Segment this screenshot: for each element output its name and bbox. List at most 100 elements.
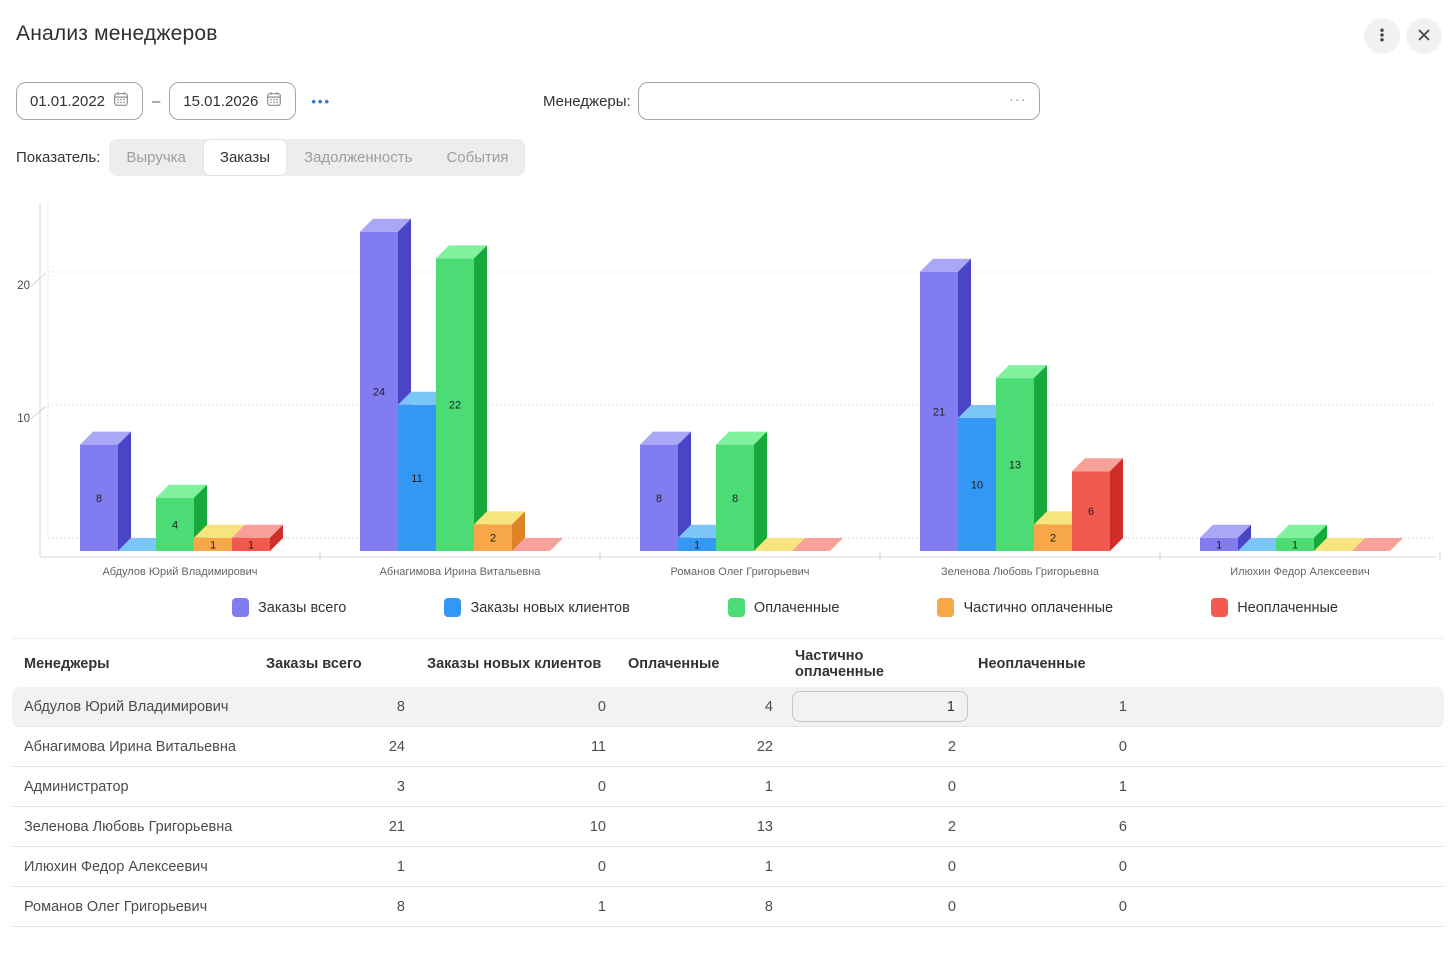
value-cell: 6 xyxy=(1118,818,1127,835)
indicator-tab-3[interactable]: События xyxy=(446,149,509,166)
svg-text:Романов Олег Григорьевич: Романов Олег Григорьевич xyxy=(671,566,810,578)
svg-text:Зеленова Любовь Григорьевна: Зеленова Любовь Григорьевна xyxy=(941,566,1100,578)
svg-text:2: 2 xyxy=(1050,533,1056,545)
value-cell: 21 xyxy=(388,818,405,835)
svg-text:2: 2 xyxy=(490,533,496,545)
calendar-icon[interactable] xyxy=(113,91,129,111)
svg-text:21: 21 xyxy=(933,406,945,418)
managers-label: Менеджеры: xyxy=(543,92,631,110)
manager-name-cell: Зеленова Любовь Григорьевна xyxy=(24,818,233,835)
legend-swatch-icon xyxy=(444,598,462,617)
table-row[interactable]: Абдулов Юрий Владимирович 8 0 4 1 xyxy=(12,687,1444,727)
legend-label: Оплаченные xyxy=(753,599,840,616)
svg-text:4: 4 xyxy=(172,519,178,531)
legend-label: Неоплаченные xyxy=(1237,599,1338,616)
svg-text:8: 8 xyxy=(656,493,662,505)
managers-table: Менеджеры Заказы всего Заказы новых клиент… xyxy=(12,638,1444,927)
calendar-icon[interactable] xyxy=(266,91,282,111)
cell-editor-input[interactable] xyxy=(792,691,968,722)
legend-item-0[interactable]: Заказы всего xyxy=(232,598,346,617)
svg-text:11: 11 xyxy=(411,473,422,485)
value-cell: 4 xyxy=(764,698,773,715)
legend-item-3[interactable]: Частично оплаченные xyxy=(937,598,1113,617)
date-from-input[interactable]: 01.01.2022 xyxy=(16,82,143,120)
indicator-tab-0[interactable]: Выручка xyxy=(126,149,186,166)
table-row[interactable]: Администратор 3 0 1 0 1 xyxy=(12,767,1444,807)
svg-text:8: 8 xyxy=(732,493,738,505)
value-cell: 0 xyxy=(1118,738,1127,755)
value-cell: 0 xyxy=(947,898,956,915)
indicator-tab-group: Выручка Заказы Задолженность События xyxy=(109,139,526,176)
legend-swatch-icon xyxy=(727,598,745,617)
svg-text:1: 1 xyxy=(694,539,700,551)
svg-text:6: 6 xyxy=(1088,506,1094,518)
svg-text:1: 1 xyxy=(1292,539,1298,551)
value-cell: 2 xyxy=(947,818,956,835)
svg-text:1: 1 xyxy=(248,539,254,551)
value-cell: 0 xyxy=(1118,858,1127,875)
legend-label: Заказы всего xyxy=(258,599,347,616)
date-range-separator: – xyxy=(152,92,161,110)
close-icon xyxy=(1416,27,1432,46)
value-cell: 8 xyxy=(396,898,405,915)
value-cell: 1 xyxy=(764,778,773,795)
legend-label: Частично оплаченные xyxy=(963,599,1114,616)
svg-text:1: 1 xyxy=(1216,539,1222,551)
svg-text:Абнагимова Ирина Витальевна: Абнагимова Ирина Витальевна xyxy=(380,566,542,578)
value-cell: 1 xyxy=(1118,698,1127,715)
legend-item-4[interactable]: Неоплаченные xyxy=(1211,598,1338,617)
value-cell: 22 xyxy=(756,738,773,755)
table-row[interactable]: Абнагимова Ирина Витальевна 24 11 22 2 0 xyxy=(12,727,1444,767)
value-cell: 0 xyxy=(597,778,606,795)
value-cell: 10 xyxy=(589,818,606,835)
svg-text:22: 22 xyxy=(449,400,461,412)
value-cell: 13 xyxy=(756,818,773,835)
table-row[interactable]: Зеленова Любовь Григорьевна 21 10 13 2 6 xyxy=(12,807,1444,847)
legend-swatch-icon xyxy=(1211,598,1229,617)
svg-text:10: 10 xyxy=(971,480,983,492)
indicator-tab-1[interactable]: Заказы xyxy=(202,139,288,176)
manager-name-cell: Абдулов Юрий Владимирович xyxy=(24,698,229,715)
svg-text:10: 10 xyxy=(17,413,30,425)
value-cell: 8 xyxy=(764,898,773,915)
table-header-cell: Оплаченные xyxy=(628,656,720,672)
page-title: Анализ менеджеров xyxy=(16,22,218,45)
svg-text:24: 24 xyxy=(373,386,385,398)
table-row[interactable]: Илюхин Федор Алексеевич 1 0 1 0 0 xyxy=(12,847,1444,887)
managers-input[interactable]: ··· xyxy=(637,82,1040,120)
table-header-cell: Неоплаченные xyxy=(978,656,1086,672)
value-cell: 1 xyxy=(764,858,773,875)
kebab-menu-icon xyxy=(1374,27,1390,46)
manager-name-cell: Илюхин Федор Алексеевич xyxy=(24,858,208,875)
value-cell: 0 xyxy=(947,778,956,795)
value-cell: 11 xyxy=(590,738,606,755)
table-row[interactable]: Романов Олег Григорьевич 8 1 8 0 0 xyxy=(12,887,1444,927)
date-to-input[interactable]: 15.01.2026 xyxy=(169,82,297,120)
more-menu-button[interactable] xyxy=(1364,18,1400,54)
table-header-cell: Менеджеры xyxy=(24,656,110,672)
svg-text:Абдулов Юрий Владимирович: Абдулов Юрий Владимирович xyxy=(102,566,257,578)
date-presets-button[interactable]: ••• xyxy=(311,93,331,109)
value-cell: 1 xyxy=(597,898,606,915)
legend-item-1[interactable]: Заказы новых клиентов xyxy=(444,598,630,617)
orders-3d-bar-chart[interactable]: 10 20 Абдулов Юрий Владимирович Абнагимова … xyxy=(0,199,1456,584)
close-button[interactable] xyxy=(1406,18,1442,54)
manager-name-cell: Администратор xyxy=(24,778,129,795)
table-header-cell: Частично оплаченные xyxy=(795,648,884,680)
table-header-row: Менеджеры Заказы всего Заказы новых клиент… xyxy=(12,641,1444,687)
value-cell: 0 xyxy=(597,698,606,715)
indicator-row: Показатель: Выручка Заказы Задолженность Со… xyxy=(0,139,1456,176)
table-header-cell: Заказы новых клиентов xyxy=(427,656,602,672)
chart-legend: Заказы всего Заказы новых клиентов Оплачен… xyxy=(232,598,1338,617)
value-cell: 0 xyxy=(597,858,606,875)
managers-input-field[interactable] xyxy=(638,83,1039,119)
legend-swatch-icon xyxy=(937,598,955,617)
indicator-tab-2[interactable]: Задолженность xyxy=(304,149,413,166)
indicator-label: Показатель: xyxy=(16,149,101,166)
svg-text:Илюхин Федор Алексеевич: Илюхин Федор Алексеевич xyxy=(1230,566,1369,578)
value-cell: 2 xyxy=(947,738,956,755)
value-cell: 1 xyxy=(396,858,405,875)
legend-item-2[interactable]: Оплаченные xyxy=(727,598,840,617)
svg-text:1: 1 xyxy=(210,539,216,551)
filters-row: 01.01.2022 – 15.01.2026 ••• Менеджеры xyxy=(0,82,1456,120)
